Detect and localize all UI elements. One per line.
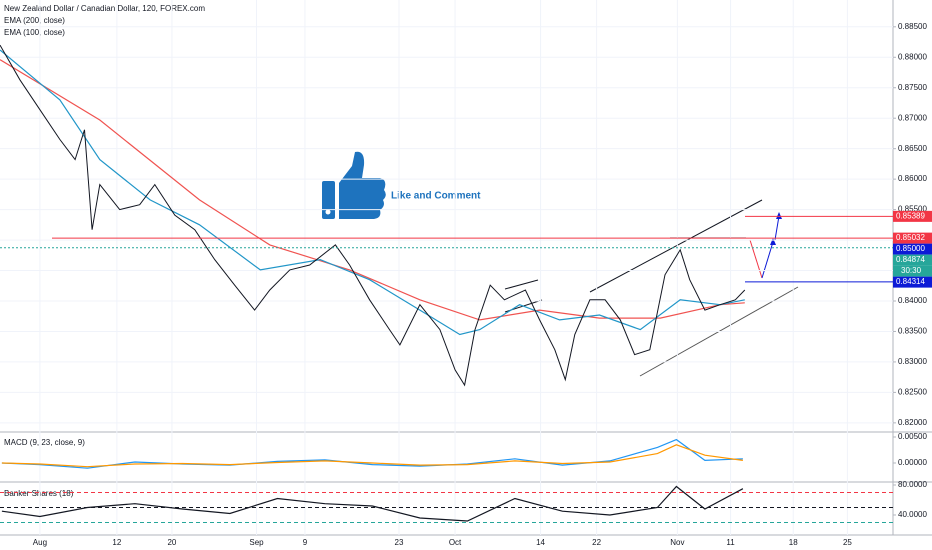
series-line (1, 485, 744, 522)
y-tick-label: 0.87000 (898, 113, 927, 122)
x-tick-label: Oct (449, 538, 462, 547)
price-label: 0.85389 (896, 211, 925, 220)
y-tick-label: 0.87500 (898, 83, 927, 92)
y-tick-label: 0.88000 (898, 52, 927, 61)
series-line (1, 438, 743, 469)
pane-title: Banker Shares (18) (4, 489, 74, 498)
arrow (749, 239, 763, 279)
x-tick-label: 22 (592, 538, 601, 547)
x-tick-label: Aug (33, 538, 47, 547)
trend-line (504, 279, 539, 290)
y-tick-label: 40.0000 (898, 510, 927, 519)
series-line (1, 444, 743, 468)
x-tick-label: Sep (249, 538, 264, 547)
y-tick-label: 0.88500 (898, 22, 927, 31)
x-tick-label: 11 (726, 538, 735, 547)
series-line (0, 59, 745, 321)
y-tick-label: 0.82000 (898, 418, 927, 427)
y-tick-label: 0.00000 (898, 458, 927, 467)
price-label-box (893, 243, 932, 255)
arrow (761, 241, 774, 279)
price-label-box (893, 232, 932, 244)
annotation: Like and Comment (391, 191, 481, 202)
price-label-box (893, 254, 932, 266)
x-tick-label: 9 (303, 538, 308, 547)
arrow-head (776, 212, 782, 219)
pane-title: MACD (9, 23, close, 9) (4, 438, 85, 447)
price-label: 0.84314 (896, 277, 925, 286)
x-tick-label: 14 (536, 538, 545, 547)
x-tick-label: 12 (112, 538, 121, 547)
y-tick-label: 0.84000 (898, 296, 927, 305)
series-line (0, 49, 745, 336)
x-tick-label: Nov (670, 538, 684, 547)
price-label-box (893, 210, 932, 222)
x-tick-label: 23 (395, 538, 404, 547)
y-tick-label: 0.00500 (898, 432, 927, 441)
y-tick-label: 0.86500 (898, 144, 927, 153)
y-tick-label: 0.83500 (898, 327, 927, 336)
price-label-box (893, 276, 932, 288)
x-tick-label: 18 (789, 538, 798, 547)
price-label: 0.85032 (896, 233, 925, 242)
y-tick-label: 0.82500 (898, 388, 927, 397)
legend-entry: EMA (100, close) (4, 28, 65, 37)
countdown: 30:30 (901, 266, 922, 275)
y-tick-label: 0.83000 (898, 357, 927, 366)
trend-line (589, 199, 763, 293)
chart-title: New Zealand Dollar / Canadian Dollar, 12… (4, 4, 205, 13)
price-line (0, 44, 746, 387)
x-tick-label: 25 (843, 538, 852, 547)
x-tick-label: 20 (167, 538, 176, 547)
legend-entry: EMA (200, close) (4, 16, 65, 25)
price-label: 0.84874 (896, 255, 925, 264)
y-tick-label: 80.0000 (898, 480, 927, 489)
countdown-box (893, 265, 932, 277)
price-label: 0.85000 (896, 244, 925, 253)
y-tick-label: 0.85500 (898, 205, 927, 214)
arrow (774, 215, 780, 241)
y-tick-label: 0.86000 (898, 174, 927, 183)
arrow-head (770, 238, 776, 245)
